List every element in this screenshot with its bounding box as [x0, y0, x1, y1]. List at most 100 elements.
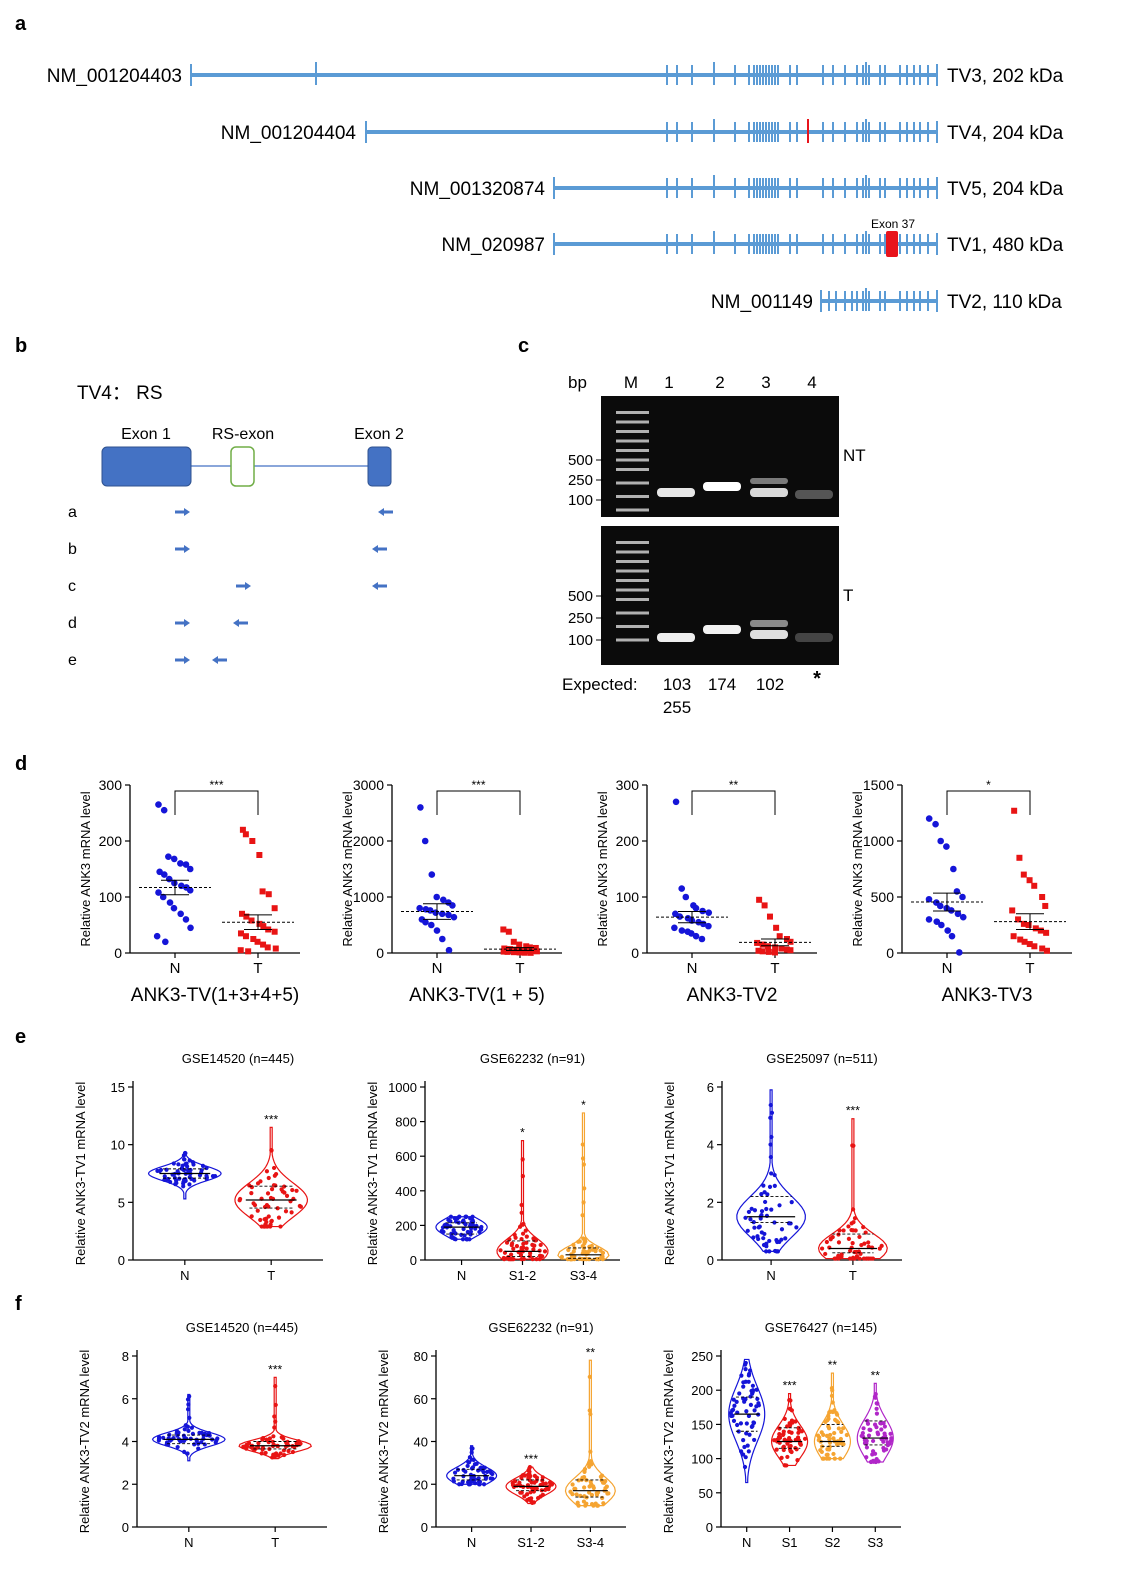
data-point: [866, 1240, 871, 1245]
data-point: [752, 1408, 757, 1413]
y-tick-label: 40: [414, 1435, 428, 1450]
y-tick-label: 5: [118, 1195, 125, 1210]
data-point: [177, 860, 184, 867]
y-tick-label: 2: [122, 1477, 129, 1492]
data-point: [177, 910, 184, 918]
significance-marker: ***: [268, 1362, 282, 1376]
data-point: [861, 1256, 867, 1261]
data-point: [460, 1237, 466, 1242]
data-point: [271, 1452, 276, 1457]
violin-outline: [770, 1393, 809, 1467]
data-point: [750, 1383, 756, 1388]
data-point: [170, 904, 178, 912]
y-tick-label: 1000: [388, 1080, 417, 1095]
data-point: [743, 1360, 748, 1366]
data-point: [256, 1440, 261, 1446]
data-point: [762, 1231, 767, 1237]
data-point: [441, 1229, 446, 1234]
data-point: [783, 1236, 788, 1241]
y-tick-label: 800: [395, 1115, 417, 1130]
data-point: [838, 1436, 843, 1442]
data-point: [467, 1237, 472, 1242]
data-point: [752, 1225, 757, 1230]
significance-marker: **: [586, 1345, 596, 1359]
data-point: [746, 1209, 752, 1215]
significance-bracket: [436, 790, 521, 815]
data-point: [540, 1254, 545, 1259]
y-tick-label: 2000: [353, 833, 384, 849]
data-point: [827, 1444, 832, 1449]
data-point: [588, 1412, 593, 1417]
data-point: [870, 1449, 876, 1454]
data-point: [469, 1475, 474, 1480]
data-point: [540, 1478, 545, 1483]
data-point: [164, 1177, 170, 1182]
data-point: [826, 1413, 831, 1419]
data-point: [202, 1442, 207, 1447]
data-point: [523, 1228, 528, 1233]
x-tick-label: N: [766, 1268, 775, 1283]
data-point: [774, 1249, 780, 1254]
data-point: [737, 1391, 742, 1396]
data-point: [676, 913, 684, 920]
data-point: [831, 1436, 836, 1441]
primer-arrowhead: [372, 545, 378, 553]
data-point: [528, 1251, 533, 1256]
y-tick-label: 0: [122, 1520, 129, 1535]
y-tick-label: 1000: [353, 889, 384, 905]
data-point: [534, 1478, 539, 1484]
data-point: [510, 949, 517, 956]
y-tick-label: 0: [631, 945, 639, 961]
lane-label-4: 4: [807, 373, 816, 392]
data-point: [449, 902, 456, 909]
data-point: [754, 1387, 759, 1392]
data-point: [830, 1409, 835, 1415]
data-point: [542, 1249, 548, 1254]
data-point: [786, 1221, 792, 1226]
pcr-band: [750, 478, 788, 484]
data-point: [953, 888, 961, 895]
data-point: [767, 1238, 772, 1244]
data-point: [173, 1182, 178, 1187]
data-point: [450, 913, 458, 921]
violin-outline: [557, 1112, 610, 1260]
data-point: [582, 1466, 588, 1472]
chart-title: ANK3-TV(1+3+4+5): [131, 985, 299, 1006]
data-point: [533, 948, 540, 955]
panel-f-tv2-violins: Relative ANK3-TV2 mRNA level GSE14520 (n=…: [77, 1320, 901, 1550]
data-point: [514, 1483, 520, 1488]
data-point: [271, 1165, 277, 1171]
data-point: [272, 1173, 277, 1178]
gel-bands: [616, 411, 833, 642]
chart-title: ANK3-TV2: [687, 985, 778, 1006]
scatter-chart: Relative ANK3 mRNA level 0 100 200 300 N T ANK3…: [78, 777, 300, 1006]
data-point: [671, 924, 678, 932]
data-point: [239, 910, 246, 917]
data-point: [781, 1447, 786, 1453]
data-point: [769, 1207, 774, 1212]
data-point: [785, 1454, 790, 1460]
data-point: [294, 1188, 299, 1193]
data-point: [509, 1252, 514, 1257]
data-point: [582, 1474, 587, 1480]
data-point: [739, 1449, 744, 1454]
y-tick-label: 0: [706, 1520, 713, 1535]
panel-letter-b: b: [15, 335, 27, 357]
data-point: [1032, 925, 1039, 932]
data-point: [879, 1243, 884, 1248]
data-point: [465, 1229, 470, 1235]
data-point: [739, 1373, 744, 1378]
data-point: [826, 1424, 831, 1429]
data-point: [549, 1482, 555, 1487]
data-point: [153, 932, 161, 940]
data-point: [513, 1235, 518, 1240]
data-point: [278, 1451, 283, 1456]
data-point: [164, 1167, 169, 1172]
data-point: [836, 1426, 841, 1431]
significance-marker: ***: [783, 1379, 797, 1393]
data-point: [1043, 929, 1050, 936]
x-tick-label: N: [467, 1535, 476, 1550]
data-point: [165, 875, 173, 883]
pcr-band: [750, 620, 788, 627]
data-point: [581, 1200, 586, 1205]
